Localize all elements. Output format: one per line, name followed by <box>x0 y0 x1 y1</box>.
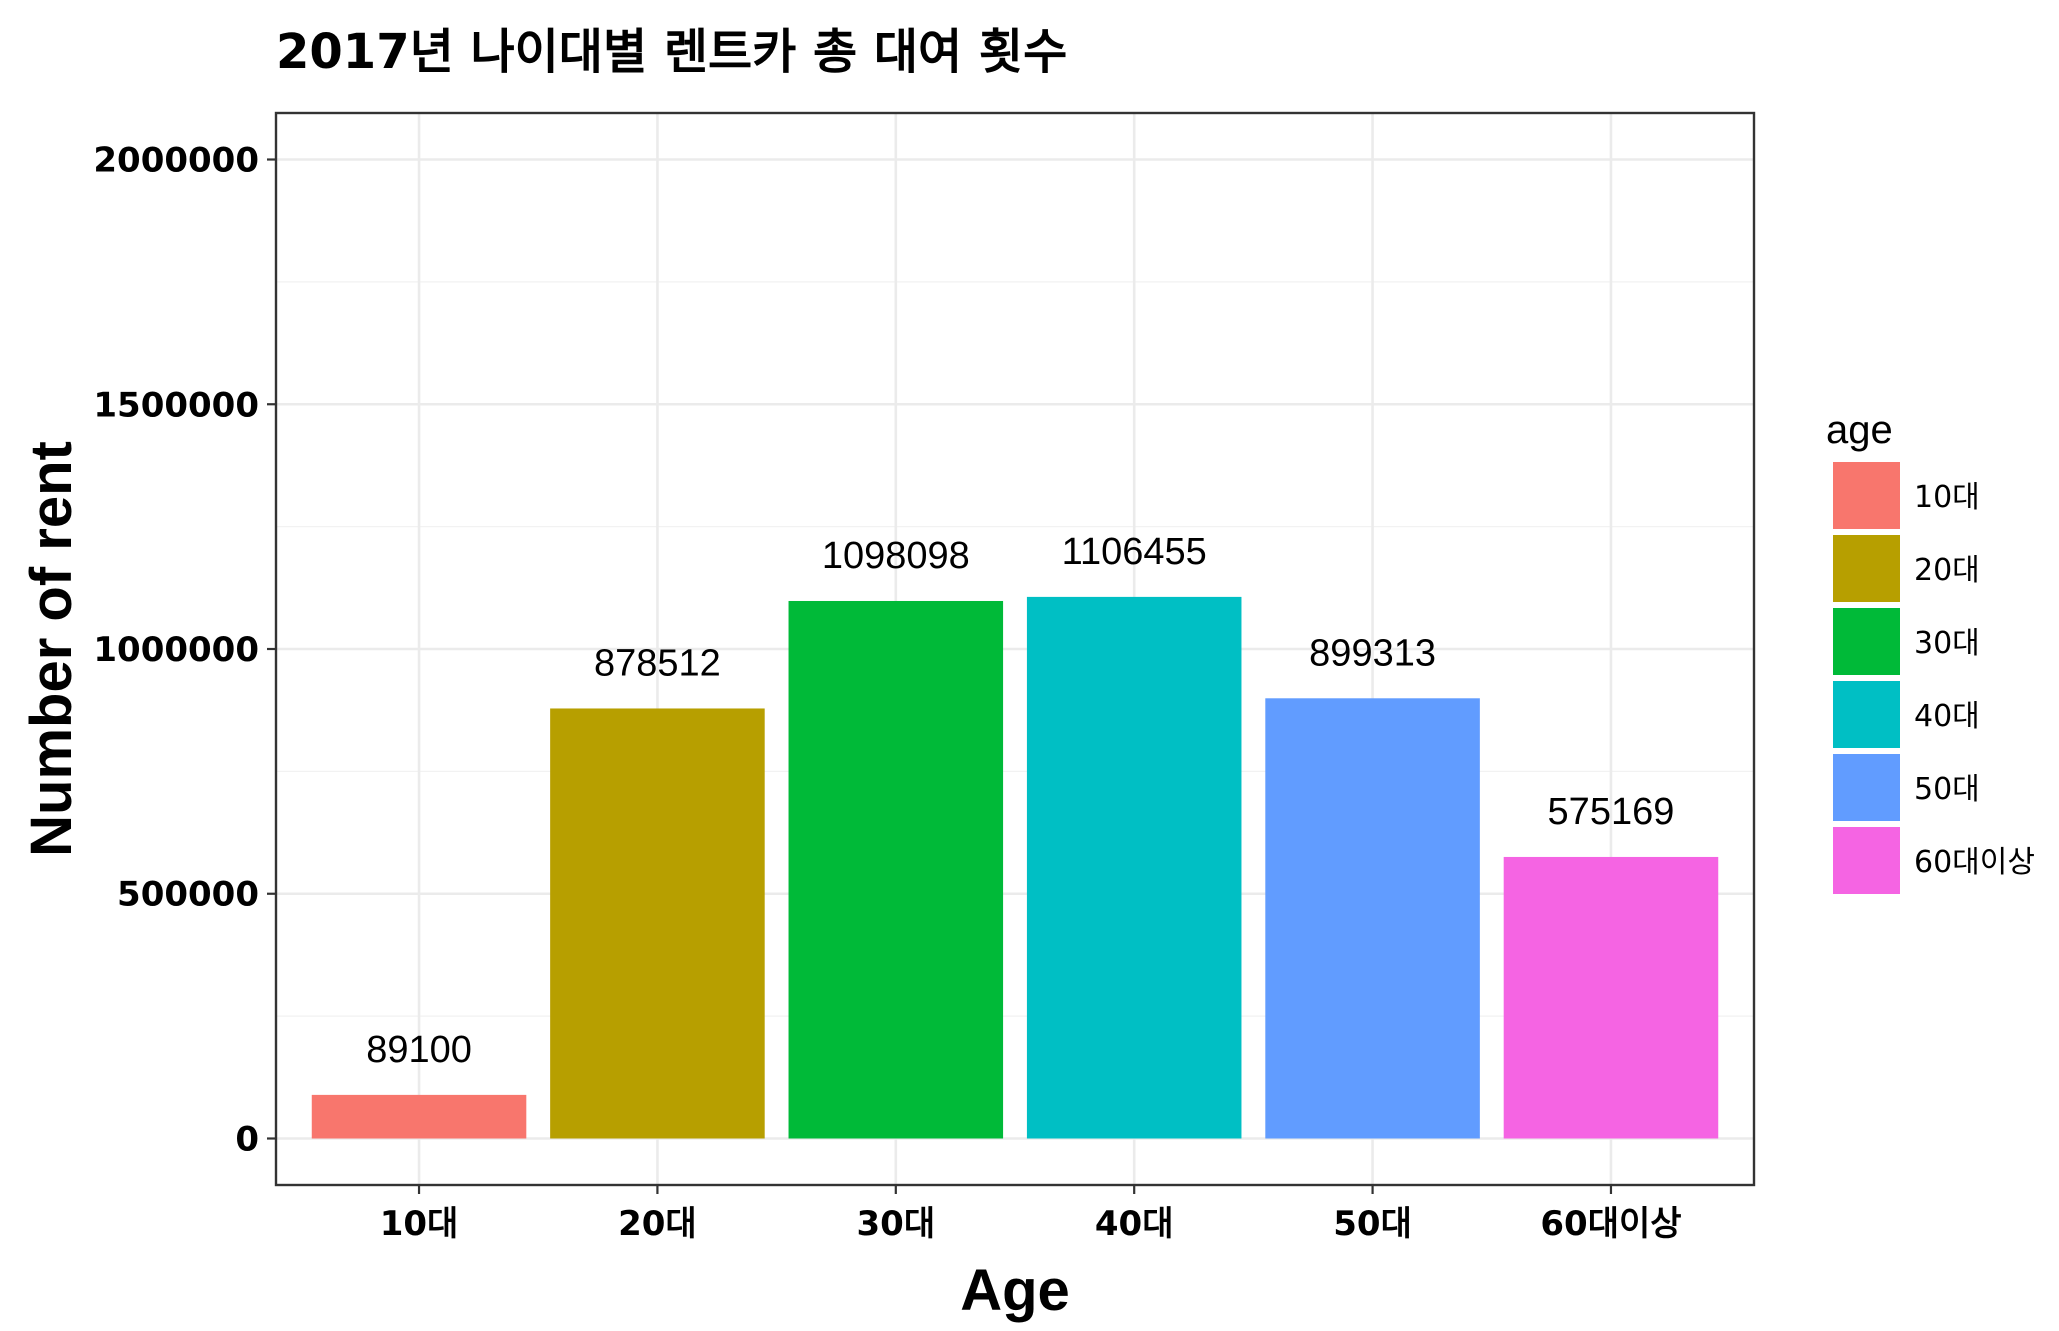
x-tick-label: 30대 <box>857 1204 936 1244</box>
y-tick-label: 0 <box>235 1119 259 1159</box>
legend-key <box>1833 754 1900 821</box>
bars <box>311 596 1719 1139</box>
legend-key <box>1833 462 1900 529</box>
bar <box>1503 856 1719 1139</box>
y-tick-label: 500000 <box>117 875 259 915</box>
x-tick-label: 10대 <box>380 1204 459 1244</box>
data-label: 89100 <box>366 1029 472 1071</box>
y-axis-title: Number of rent <box>19 441 84 857</box>
bar <box>788 600 1004 1139</box>
x-tick-label: 50대 <box>1333 1204 1412 1244</box>
legend-label: 10대 <box>1914 480 1980 515</box>
data-label: 1106455 <box>1062 531 1207 573</box>
legend-key <box>1833 827 1900 894</box>
x-axis: 10대 20대 30대 40대 50대 60대이상 <box>380 1185 1682 1244</box>
y-tick-label: 2000000 <box>93 141 259 181</box>
x-tick-label: 40대 <box>1095 1204 1174 1244</box>
data-label: 878512 <box>594 642 721 684</box>
y-tick-label: 1500000 <box>93 385 259 425</box>
x-tick-label: 60대이상 <box>1540 1204 1681 1244</box>
legend-label: 40대 <box>1914 699 1980 734</box>
legend-label: 50대 <box>1914 772 1980 807</box>
x-tick-label: 20대 <box>618 1204 697 1244</box>
bar <box>1026 596 1242 1139</box>
legend-key <box>1833 535 1900 602</box>
x-axis-title: Age <box>960 1258 1070 1323</box>
legend-title: age <box>1826 408 1893 452</box>
bar <box>1265 698 1480 1139</box>
legend: age 10대 20대 30대 40대 50대 60대이상 <box>1826 408 2035 894</box>
legend-label: 30대 <box>1914 626 1980 661</box>
legend-key <box>1833 608 1900 675</box>
data-label: 899313 <box>1309 632 1436 674</box>
bar <box>311 1094 527 1139</box>
data-label: 1098098 <box>822 535 970 577</box>
chart-title: 2017년 나이대별 렌트카 총 대여 횟수 <box>276 24 1067 80</box>
data-label: 575169 <box>1548 791 1675 833</box>
legend-label: 20대 <box>1914 553 1980 588</box>
y-axis: 0 500000 1000000 1500000 2000000 <box>93 141 276 1159</box>
legend-label: 60대이상 <box>1914 845 2035 880</box>
legend-key <box>1833 681 1900 748</box>
data-labels: 89100 878512 1098098 1106455 899313 575169 <box>366 531 1674 1071</box>
y-tick-label: 1000000 <box>93 630 259 670</box>
bar <box>550 708 765 1139</box>
